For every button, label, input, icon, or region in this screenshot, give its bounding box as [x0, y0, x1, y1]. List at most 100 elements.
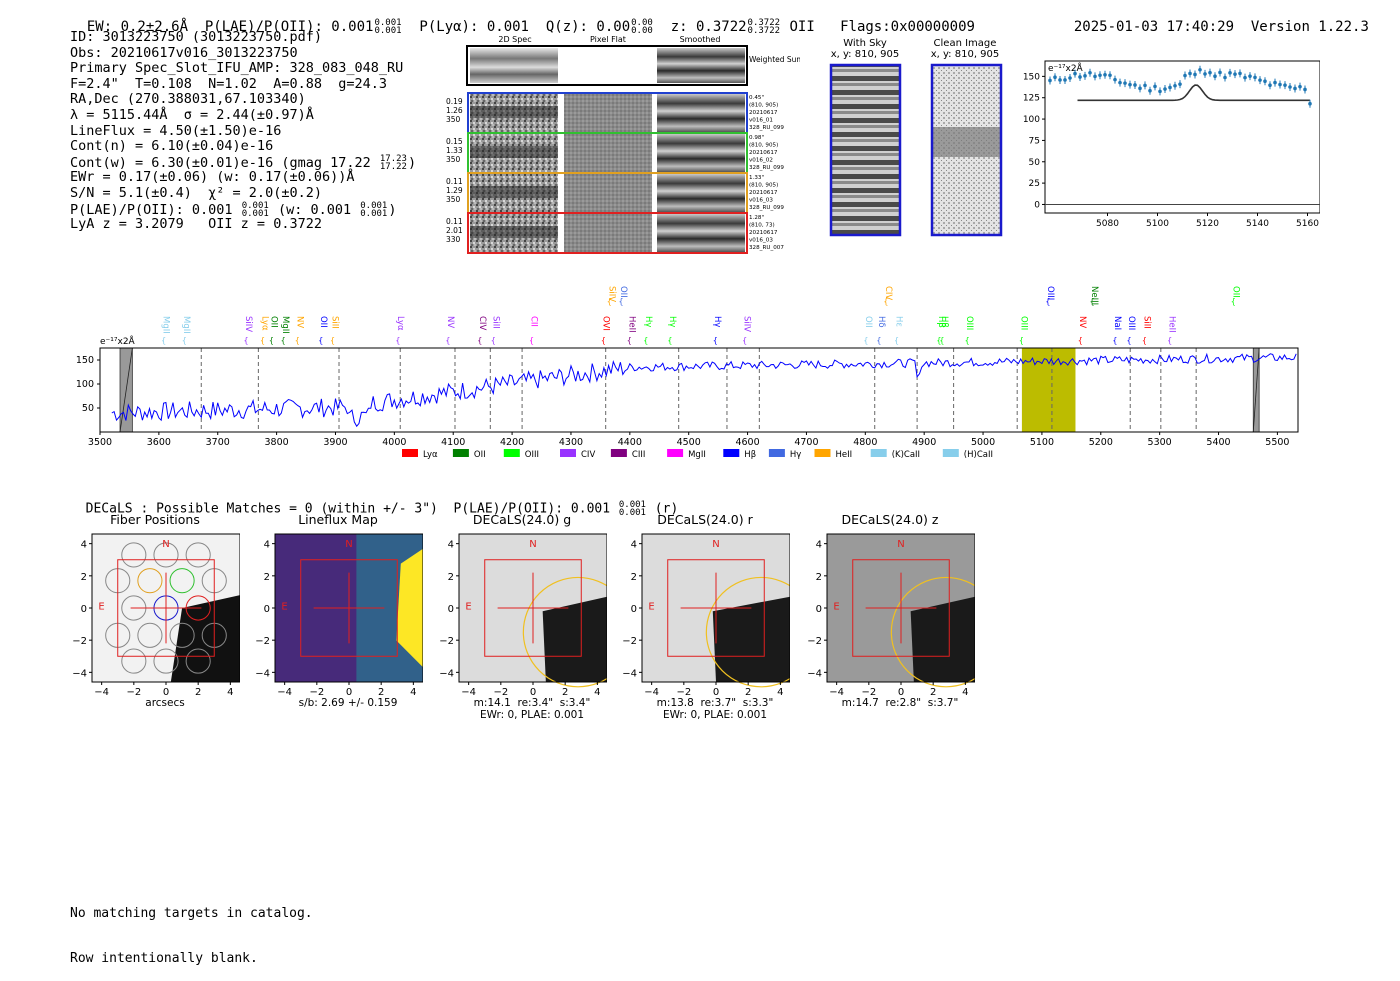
- row-pixelflat: [564, 174, 652, 212]
- spectrum-xtick-label: 4000: [382, 437, 406, 448]
- panel-ytick-label: 4: [81, 540, 87, 551]
- panel-xtick-label: 0: [530, 687, 536, 698]
- line-label-bracket: {: [607, 297, 612, 306]
- lineflux-peak: [396, 548, 423, 668]
- zoom-point: [1183, 73, 1187, 78]
- panel-xtick-label: 0: [713, 687, 719, 698]
- line-label-bracket: {: [281, 336, 286, 345]
- fiber-circle: [153, 648, 179, 674]
- footer: No matching targets in catalog. Row inte…: [70, 876, 313, 981]
- info-plae: P(LAE)/P(OII): 0.001 0.001 0.001 (w: 0.00…: [70, 201, 416, 218]
- search-box: [667, 559, 765, 657]
- line-label: Hδ: [876, 316, 886, 328]
- compass-n: N: [162, 539, 169, 550]
- fiber-circle: [169, 622, 195, 648]
- decals-source: [542, 596, 607, 682]
- line-label: Lyα: [395, 316, 405, 331]
- panel-ytick-label: −2: [622, 636, 637, 647]
- zoom-point: [1198, 68, 1202, 72]
- zoom-point: [1278, 82, 1282, 87]
- line-label-bracket: {: [713, 336, 718, 345]
- line-label: SiII: [1141, 316, 1151, 329]
- decals-summary-text: DECaLS : Possible Matches = 0 (within +/…: [85, 501, 611, 517]
- line-label-bracket: {: [318, 336, 323, 345]
- panel-ytick-label: 0: [448, 604, 454, 615]
- panel-ytick-label: −4: [439, 668, 454, 679]
- spectrum-ytick-label: 100: [76, 379, 94, 390]
- line-label: CIV: [883, 286, 893, 300]
- line-label-bracket: {: [1127, 336, 1132, 345]
- zoom-point: [1048, 78, 1052, 83]
- row-right-label: 20210617: [749, 190, 778, 196]
- zoom-ytick-label: 125: [1023, 94, 1040, 104]
- line-label-bracket: {: [529, 336, 534, 345]
- with-sky-label: With Sky: [843, 38, 887, 49]
- plae-hi: 0.001: [374, 18, 402, 28]
- sky-images: [829, 63, 1003, 237]
- row-smoothed: [657, 134, 745, 172]
- line-label: SiII: [330, 316, 340, 329]
- row-left-label: 1.26: [446, 106, 463, 115]
- zoom-point: [1173, 83, 1177, 88]
- panel-ytick-label: 2: [264, 572, 270, 583]
- row-left-label: 1.29: [446, 186, 463, 195]
- cutout-panel: DECaLS(24.0) r N E −4 −4 −2 −2 0 0 2 2 4 4 m:13.8 re:…: [620, 510, 790, 725]
- line-label: NV: [445, 316, 455, 328]
- spectrum-xtick-label: 4800: [853, 437, 877, 448]
- zoom-point: [1238, 71, 1242, 76]
- fiber-circle: [185, 542, 211, 568]
- line-label-bracket: {: [161, 336, 166, 345]
- line-label-bracket: {: [863, 336, 868, 345]
- panel-caption-line1: m:14.1 re:3.4" s:3.4": [473, 697, 591, 709]
- header-bar: EW: 0.2±2.6Å P(LAE)/P(OII): 0.001 0.001 0.…: [70, 3, 975, 36]
- row-left-label: 0.19: [446, 97, 463, 106]
- spectrum-xtick-label: 4100: [441, 437, 465, 448]
- zoom-ytick-label: 100: [1023, 115, 1040, 125]
- line-label: OIII: [1126, 316, 1136, 330]
- line-label: OII: [1230, 286, 1240, 298]
- plae-w-end: ): [388, 201, 397, 218]
- compass-n: N: [345, 539, 352, 550]
- panel-ytick-label: 4: [631, 540, 637, 551]
- contw-end: ): [407, 154, 417, 171]
- zoom-point: [1253, 75, 1257, 80]
- panel-ytick-label: 0: [816, 604, 822, 615]
- zoom-ytick-label: 150: [1023, 72, 1040, 82]
- row-smoothed: [657, 174, 745, 212]
- header-right: 2025-01-03 17:40:29 Version 1.22.3: [1057, 3, 1369, 35]
- line-label-bracket: {: [491, 336, 496, 345]
- line-label: CII: [529, 316, 539, 327]
- zoom-frame: [1044, 60, 1320, 214]
- panel-xtick-label: −4: [277, 687, 292, 698]
- line-label: OII: [863, 316, 873, 328]
- row-pixelflat: [564, 94, 652, 132]
- zoom-ytick-label: 0: [1034, 200, 1040, 210]
- zoom-point: [1143, 83, 1147, 88]
- panel-caption-line2: EWr: 0, PLAE: 0.001: [662, 709, 768, 721]
- info-obs: Obs: 20210617v016_3013223750: [70, 44, 298, 61]
- info-params: F=2.4" T=0.108 N=1.02 A=0.88 g=24.3: [70, 75, 387, 92]
- spectrum-xtick-label: 4200: [500, 437, 524, 448]
- panel-ytick-label: 0: [264, 604, 270, 615]
- search-box: [852, 559, 950, 657]
- spectrum-xtick-label: 3900: [323, 437, 347, 448]
- zoom-chart: 0 25 50 75 100 125 150 5080 5100 5120 5140 5160 e⁻¹⁷…: [1023, 60, 1320, 229]
- compass-e: E: [465, 602, 471, 613]
- panel-xtick-label: −4: [644, 687, 659, 698]
- panel-ytick-label: 0: [81, 604, 87, 615]
- legend-swatch: [768, 449, 785, 457]
- line-label: NaI: [1112, 316, 1122, 330]
- with-sky-xy: x, y: 810, 905: [830, 49, 900, 60]
- panel-ytick-label: 4: [264, 540, 270, 551]
- line-label-bracket: {: [1167, 336, 1172, 345]
- row-right-label: 20210617: [749, 150, 778, 156]
- line-label-bracket: {: [667, 336, 672, 345]
- panel-image: N E −4 −4 −2 −2 0 0 2 2 4 4: [255, 533, 423, 698]
- fiber-circle: [185, 648, 211, 674]
- zoom-point: [1303, 87, 1307, 92]
- line-label: OIII: [1045, 286, 1055, 300]
- panel-caption: m:13.8 re:3.7" s:3.3" EWr: 0, PLAE: 0.001: [620, 697, 810, 721]
- zoom-point: [1193, 72, 1197, 77]
- zoom-point: [1208, 70, 1212, 75]
- zoom-point: [1288, 85, 1292, 89]
